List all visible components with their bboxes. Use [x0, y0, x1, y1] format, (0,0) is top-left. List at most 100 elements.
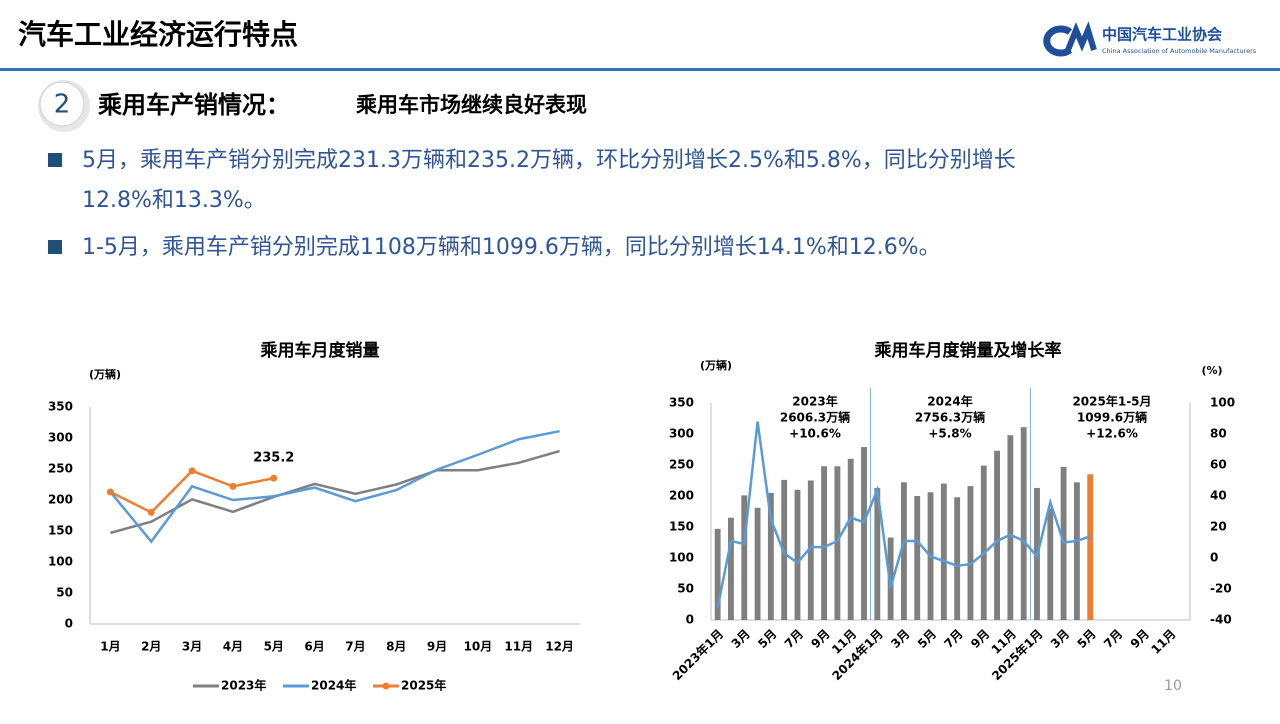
annotation: +5.8% — [928, 427, 971, 441]
bar — [901, 482, 907, 620]
x-tick-label: 3月 — [729, 627, 753, 651]
x-tick-label: 9月 — [427, 640, 447, 654]
bar — [861, 447, 867, 620]
y-tick-label: 300 — [669, 427, 694, 441]
y2-tick-label: -20 — [1210, 582, 1232, 596]
bar — [847, 458, 854, 620]
y-tick-label: 50 — [677, 582, 694, 596]
bar — [741, 495, 748, 620]
x-tick-label: 3月 — [1048, 627, 1072, 651]
annotation: 2606.3万辆 — [780, 410, 850, 425]
y-tick-label: 200 — [48, 493, 73, 507]
bullet-text: 12.8%和13.3%。 — [82, 188, 266, 213]
y2-tick-label: 100 — [1210, 396, 1235, 410]
header-title: 汽车工业经济运行特点 — [18, 18, 298, 51]
point-marker — [106, 488, 114, 496]
logo-m — [1065, 21, 1097, 52]
x-tick-label: 7月 — [1101, 627, 1125, 651]
y2-tick-label: 0 — [1210, 551, 1218, 565]
x-tick-label: 3月 — [182, 640, 202, 654]
bar — [967, 486, 974, 620]
bullet-text: 1-5月，乘用车产销分别完成1108万辆和1099.6万辆，同比分别增长14.1… — [82, 235, 941, 260]
y-tick-label: 350 — [669, 396, 694, 410]
annotation: +10.6% — [789, 427, 841, 441]
y2-tick-label: 80 — [1210, 427, 1227, 441]
x-tick-label: 5月 — [264, 640, 284, 654]
series-line — [109, 429, 560, 544]
bullet-text: 5月，乘用车产销分别完成231.3万辆和235.2万辆，环比分别增长2.5%和5… — [82, 148, 1016, 173]
bar — [1073, 482, 1080, 620]
page-number: 10 — [1164, 678, 1182, 694]
section-number: 2 — [54, 90, 71, 120]
x-tick-label: 7月 — [345, 640, 365, 654]
y-tick-label: 250 — [669, 458, 694, 472]
x-tick-label: 11月 — [504, 640, 533, 654]
y-axis-label: (万辆) — [89, 367, 121, 381]
point-marker — [188, 467, 196, 475]
y2-axis-label: (%) — [1201, 364, 1222, 377]
bar — [794, 489, 801, 620]
y-tick-label: 100 — [669, 551, 694, 565]
x-tick-label: 5月 — [755, 627, 779, 651]
bar — [714, 528, 721, 620]
y-tick-label: 300 — [48, 431, 73, 445]
y-tick-label: 200 — [669, 489, 694, 503]
y-tick-label: 100 — [48, 555, 73, 569]
point-marker — [229, 482, 237, 490]
annotation: 2025年1-5月 — [1072, 394, 1151, 409]
y2-tick-label: 40 — [1210, 489, 1227, 503]
bar — [994, 450, 1000, 620]
x-tick-label: 2月 — [141, 640, 161, 654]
bar — [940, 483, 947, 620]
annotation: 2756.3万辆 — [915, 410, 985, 425]
header-rule — [0, 68, 1280, 71]
x-tick-label: 3月 — [888, 627, 912, 651]
x-tick-label: 7月 — [941, 627, 965, 651]
y-tick-label: 350 — [48, 400, 73, 414]
x-tick-label: 5月 — [915, 627, 939, 651]
bar — [980, 465, 987, 620]
bar — [1007, 435, 1014, 620]
y-tick-label: 150 — [669, 520, 694, 534]
bar — [754, 507, 761, 620]
logo-c — [1043, 25, 1073, 57]
series-line — [110, 449, 560, 535]
x-tick-label: 5月 — [1075, 627, 1099, 651]
annotation: 2024年 — [927, 394, 972, 409]
bar — [807, 480, 814, 620]
bar — [914, 496, 921, 620]
bar — [1087, 474, 1094, 620]
org-name: 中国汽车工业协会 — [1102, 26, 1222, 44]
chart-title: 乘用车月度销量 — [260, 340, 380, 361]
y2-tick-label: 60 — [1210, 458, 1227, 472]
bar — [728, 517, 734, 620]
logo: 中国汽车工业协会 China Association of Automobile… — [1043, 21, 1257, 57]
bullet-square — [48, 153, 62, 167]
x-tick-label: 6月 — [304, 640, 324, 654]
y2-tick-label: 20 — [1210, 520, 1227, 534]
legend-label: 2025年 — [401, 678, 446, 693]
bar — [1047, 508, 1054, 620]
legend-label: 2023年 — [221, 678, 266, 693]
legend-label: 2024年 — [311, 678, 356, 693]
x-tick-label: 2023年1月 — [669, 626, 726, 683]
bullet-square — [48, 240, 62, 254]
bar — [834, 466, 841, 620]
y-tick-label: 0 — [65, 617, 73, 631]
chart-title: 乘用车月度销量及增长率 — [874, 340, 1062, 361]
annotation: 1099.6万辆 — [1077, 410, 1147, 425]
section-badge — [39, 81, 85, 127]
bar — [874, 487, 881, 620]
x-tick-label: 12月 — [545, 640, 574, 654]
x-tick-label: 4月 — [223, 640, 243, 654]
y-tick-label: 150 — [48, 524, 73, 538]
y-tick-label: 0 — [686, 613, 694, 627]
y-axis-label: (万辆) — [700, 358, 732, 372]
bar — [954, 497, 961, 620]
legend-marker — [382, 682, 390, 690]
x-tick-label: 1月 — [100, 640, 120, 654]
x-tick-label: 7月 — [782, 627, 806, 651]
bar — [821, 466, 828, 620]
data-label: 235.2 — [253, 451, 294, 466]
